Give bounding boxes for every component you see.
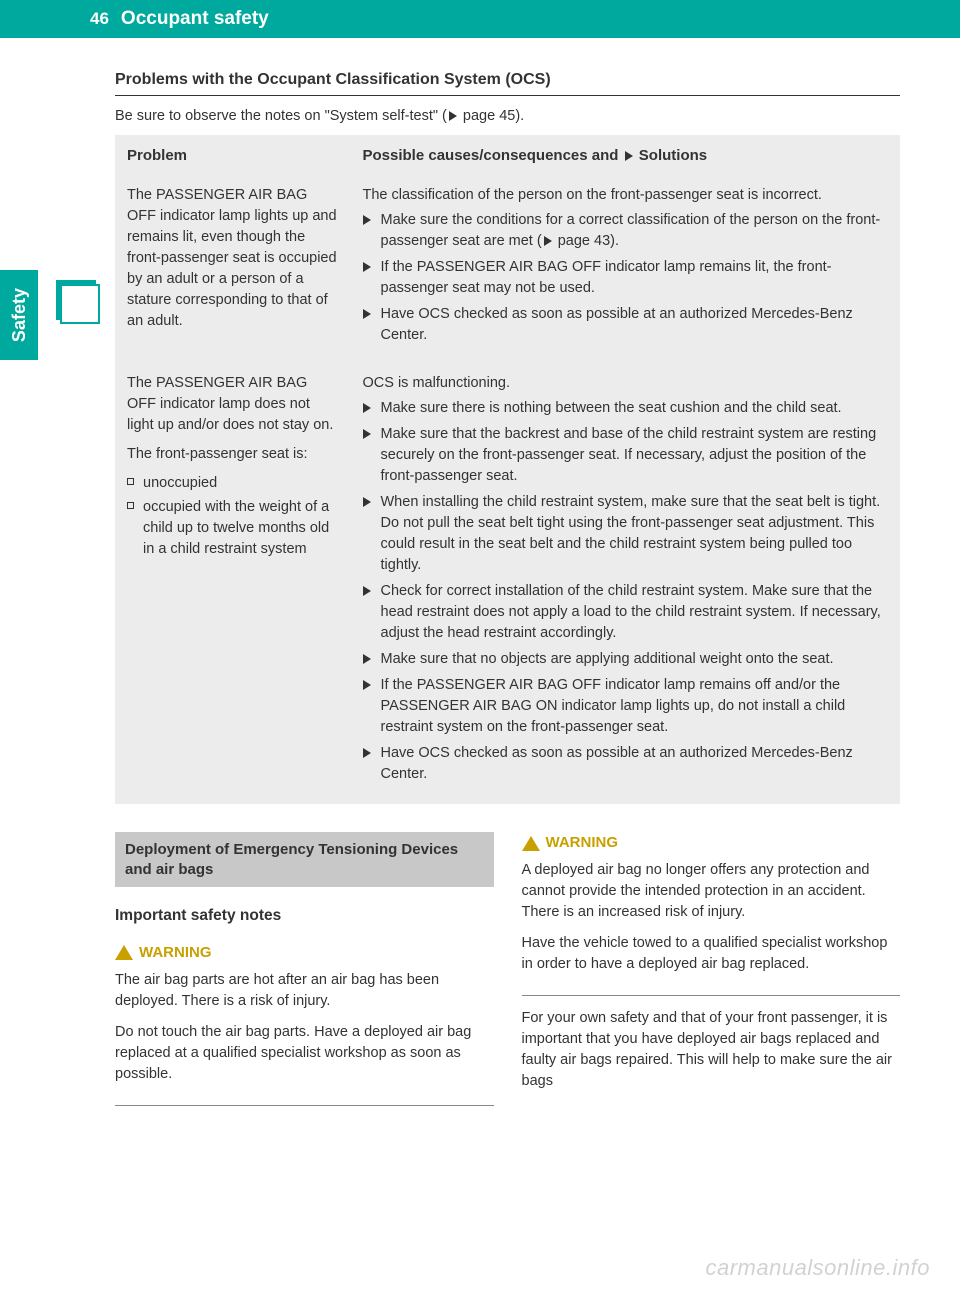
problem-line: The PASSENGER AIR BAG OFF indicator lamp… (127, 373, 339, 436)
side-tab-label: Safety (6, 288, 32, 342)
intro-prefix: Be sure to observe the notes on "System … (115, 108, 447, 124)
sub-heading: Important safety notes (115, 905, 494, 927)
th-solutions: Possible causes/consequences and Solutio… (351, 135, 901, 177)
right-column: WARNING A deployed air bag no longer off… (522, 832, 901, 1117)
list-item: When installing the child restraint syst… (363, 492, 889, 576)
watermark: carmanualsonline.info (705, 1252, 930, 1284)
list-item: If the PASSENGER AIR BAG OFF indicator l… (363, 257, 889, 299)
section-title: Problems with the Occupant Classificatio… (115, 68, 900, 96)
left-column: Deployment of Emergency Tensioning Devic… (115, 832, 494, 1117)
list-item: Make sure that no objects are applying a… (363, 649, 889, 670)
body-text: For your own safety and that of your fro… (522, 1008, 901, 1092)
warning-p1: A deployed air bag no longer offers any … (522, 860, 901, 923)
table-row: The PASSENGER AIR BAG OFF indicator lamp… (115, 365, 900, 804)
warning-label: WARNING (115, 942, 494, 964)
page-ref-icon (544, 236, 552, 246)
two-column-section: Deployment of Emergency Tensioning Devic… (115, 832, 900, 1117)
decor-square-icon (60, 284, 100, 324)
warning-box-left: WARNING The air bag parts are hot after … (115, 942, 494, 1106)
list-item: Check for correct installation of the ch… (363, 581, 889, 644)
bullet-text: unoccupied (143, 475, 217, 491)
side-tab-safety: Safety (0, 270, 38, 360)
intro-text: Be sure to observe the notes on "System … (115, 106, 900, 127)
problem-bullets: unoccupied occupied with the weight of a… (127, 473, 339, 560)
th-sol-prefix: Possible causes/consequences and (363, 147, 623, 164)
warning-text: WARNING (139, 942, 212, 964)
gray-heading: Deployment of Emergency Tensioning Devic… (115, 832, 494, 887)
warning-p2: Do not touch the air bag parts. Have a d… (115, 1022, 494, 1085)
warning-box-right: WARNING A deployed air bag no longer off… (522, 832, 901, 996)
list-item: Make sure there is nothing between the s… (363, 398, 889, 419)
list-item: Have OCS checked as soon as possible at … (363, 743, 889, 785)
table-row: The PASSENGER AIR BAG OFF indicator lamp… (115, 177, 900, 365)
solutions-arrow-icon (625, 151, 633, 161)
list-item: If the PASSENGER AIR BAG OFF indicator l… (363, 675, 889, 738)
cell-problem-2: The PASSENGER AIR BAG OFF indicator lamp… (115, 365, 351, 804)
main-content: Problems with the Occupant Classificatio… (115, 68, 900, 1118)
page-ref-icon (449, 111, 457, 121)
th-problem: Problem (115, 135, 351, 177)
cell-solution-1: The classification of the person on the … (351, 177, 901, 365)
solution-list: Make sure the conditions for a correct c… (363, 210, 889, 346)
problem-table: Problem Possible causes/consequences and… (115, 135, 900, 804)
bullet-icon (127, 502, 134, 509)
warning-triangle-icon (522, 836, 540, 851)
warning-p2: Have the vehicle towed to a qualified sp… (522, 933, 901, 975)
warning-label: WARNING (522, 832, 901, 854)
list-item: Have OCS checked as soon as possible at … (363, 304, 889, 346)
intro-pageref: page 45). (459, 108, 524, 124)
list-item: occupied with the weight of a child up t… (127, 497, 339, 560)
warning-text: WARNING (546, 832, 619, 854)
list-item: Make sure the conditions for a correct c… (363, 210, 889, 252)
warning-triangle-icon (115, 945, 133, 960)
solution-list: Make sure there is nothing between the s… (363, 398, 889, 785)
cell-problem-1: The PASSENGER AIR BAG OFF indicator lamp… (115, 177, 351, 365)
header-bar: 46 Occupant safety (0, 0, 960, 38)
problem-line: The front-passenger seat is: (127, 444, 339, 465)
cause-text: OCS is malfunctioning. (363, 373, 889, 394)
page-number: 46 (90, 7, 109, 32)
th-sol-suffix: Solutions (635, 147, 708, 164)
header-title: Occupant safety (121, 5, 269, 33)
bullet-icon (127, 478, 134, 485)
list-item: unoccupied (127, 473, 339, 494)
warning-p1: The air bag parts are hot after an air b… (115, 970, 494, 1012)
bullet-text: occupied with the weight of a child up t… (143, 499, 329, 557)
list-item: Make sure that the backrest and base of … (363, 424, 889, 487)
cause-text: The classification of the person on the … (363, 185, 889, 206)
cell-solution-2: OCS is malfunctioning. Make sure there i… (351, 365, 901, 804)
